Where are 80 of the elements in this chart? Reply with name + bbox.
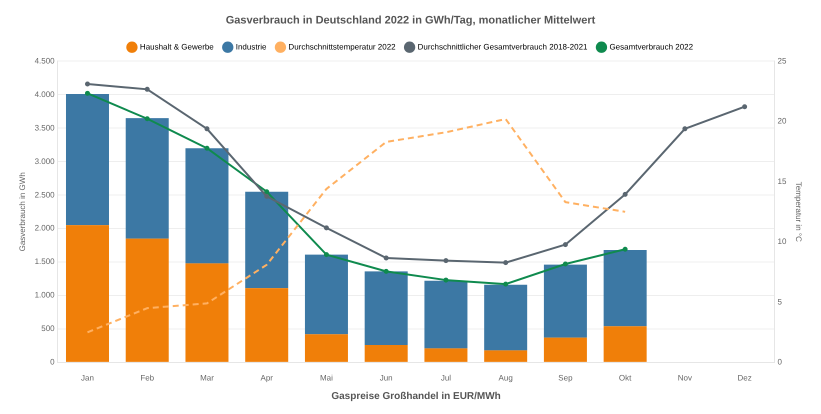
- bar: [245, 288, 288, 362]
- x-tick-label: Jan: [81, 373, 94, 382]
- point: [324, 252, 329, 258]
- point: [682, 126, 688, 132]
- point: [144, 86, 150, 92]
- legend-label: Haushalt & Gewerbe: [140, 42, 214, 52]
- line-series: [86, 118, 626, 334]
- x-axis-title: Gaspreise Großhandel in EUR/MWh: [331, 390, 501, 402]
- bar: [185, 263, 228, 362]
- x-tick-label: Okt: [618, 373, 632, 382]
- y-axis-title: Gasverbrauch in GWh: [18, 172, 28, 252]
- y2-tick-label: 15: [778, 176, 787, 186]
- bar: [185, 148, 228, 264]
- point: [384, 255, 389, 260]
- y-tick-label: 500: [41, 324, 56, 334]
- bar: [604, 250, 647, 326]
- bar: [126, 118, 169, 239]
- bar: [424, 280, 468, 348]
- x-tick-label: Feb: [140, 373, 155, 382]
- chart-title: Gasverbrauch in Deutschland 2022 in GWh/Tag, monatlicher Mittelwert: [226, 14, 596, 27]
- point: [503, 282, 508, 287]
- point: [742, 104, 748, 110]
- point: [264, 189, 270, 194]
- y-tick-label: 2.000: [34, 224, 56, 233]
- x-tick-label: Jun: [380, 373, 393, 382]
- point: [204, 126, 210, 132]
- bar: [604, 326, 647, 362]
- x-tick-label: Mar: [200, 373, 214, 382]
- bar: [126, 238, 169, 362]
- point: [204, 146, 210, 151]
- legend-label: Durchschnittlicher Gesamtverbrauch 2018-2021: [418, 42, 588, 52]
- legend-label: Gesamtverbrauch 2022: [609, 42, 694, 52]
- y-tick-label: 1.500: [34, 257, 56, 266]
- y-tick-label: 4.000: [34, 90, 56, 99]
- y2-tick-label: 20: [778, 116, 787, 126]
- x-tick-label: Sep: [558, 373, 574, 382]
- y-tick-label: 0: [50, 358, 56, 367]
- point: [324, 225, 329, 230]
- point: [562, 242, 568, 248]
- bar: [544, 338, 587, 362]
- y2-tick-label: 5: [778, 297, 782, 306]
- bar: [484, 350, 528, 362]
- bar: [484, 284, 528, 350]
- y-tick-label: 1.000: [34, 290, 56, 300]
- point: [84, 81, 90, 86]
- point: [264, 194, 270, 199]
- x-tick-label: Nov: [678, 373, 692, 382]
- point: [384, 268, 389, 274]
- bar: [544, 264, 587, 338]
- y2-tick-label: 25: [778, 56, 787, 66]
- y-tick-label: 4.500: [34, 56, 56, 66]
- legend-label: Durchschnittstemperatur 2022: [288, 42, 396, 52]
- bar: [304, 334, 348, 362]
- y2-tick-label: 10: [778, 237, 787, 246]
- bar: [364, 271, 408, 345]
- x-tick-label: Dez: [738, 373, 752, 382]
- x-tick-label: Apr: [260, 373, 274, 382]
- y-tick-label: 2.500: [34, 190, 56, 200]
- bar: [245, 192, 288, 288]
- y-tick-label: 3.500: [34, 123, 56, 132]
- x-tick-label: Jul: [440, 373, 452, 382]
- bar: [304, 254, 348, 334]
- point: [443, 278, 448, 283]
- bar: [66, 225, 109, 362]
- x-tick-label: Mai: [320, 373, 334, 382]
- y2-tick-label: 0: [778, 358, 782, 367]
- point: [562, 262, 568, 267]
- legend-label: Industrie: [236, 42, 267, 52]
- bar: [364, 345, 408, 362]
- y2-axis-title: Temperatur in °C: [794, 182, 803, 242]
- point: [503, 260, 508, 266]
- point: [84, 90, 90, 96]
- bar: [424, 348, 468, 362]
- point: [443, 258, 448, 264]
- point: [622, 192, 628, 197]
- x-tick-label: Aug: [498, 373, 513, 382]
- y-tick-label: 3.000: [34, 156, 56, 166]
- point: [144, 116, 150, 122]
- bar: [66, 94, 109, 226]
- point: [622, 246, 628, 252]
